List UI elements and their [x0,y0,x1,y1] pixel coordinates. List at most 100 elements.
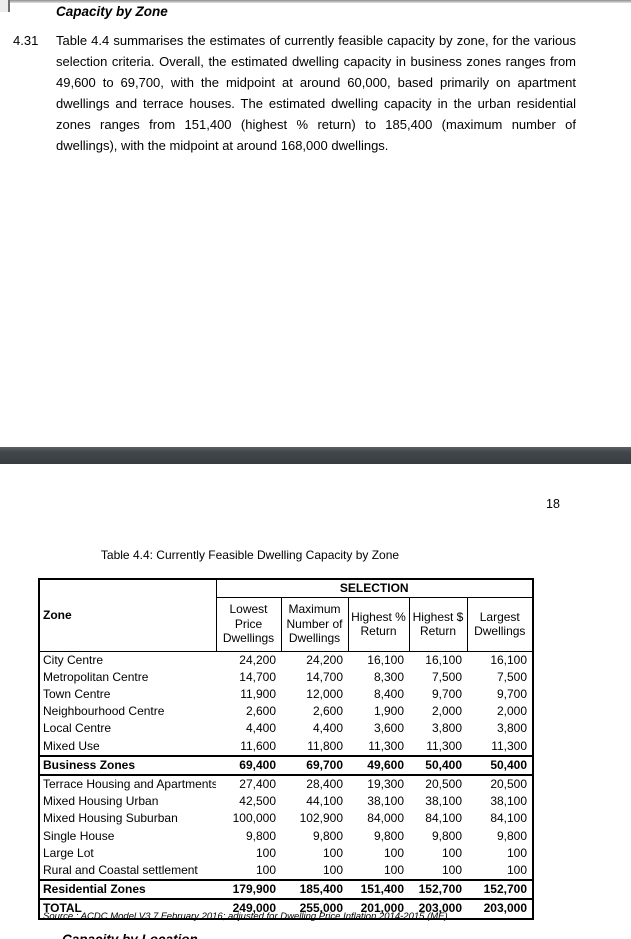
value-cell: 100 [322,845,343,860]
value-cell: 16,100 [367,652,404,667]
value-cell: 100 [255,862,276,877]
value-cell: 4,400 [245,721,276,736]
table-row: TOTAL 249,000 255,000 201,000 203,000 20… [39,898,534,919]
zone-cell: Residential Zones [39,879,216,900]
value-cell: 69,400 [216,754,281,775]
value-cell: 100 [441,845,462,860]
value-cell: 42,500 [239,794,276,809]
table-row: Large Lot 100 100 100 100 100 [39,845,533,862]
column-header-lowest-price: Lowest Price Dwellings [215,596,282,652]
value-cell: 3,800 [431,721,462,736]
value-cell: 9,800 [312,828,343,843]
table-row: Terrace Housing and Apartments 27,400 28… [39,773,534,794]
table-header: Zone SELECTION Lowest Price Dwellings Ma… [38,578,534,652]
zone-cell: Mixed Housing Urban [43,794,159,809]
value-cell: 19,300 [348,773,409,794]
zone-cell: TOTAL [39,898,216,919]
capacity-table: Zone SELECTION Lowest Price Dwellings Ma… [38,578,535,920]
value-cell: 84,100 [425,811,462,826]
value-cell: 203,000 [467,898,534,919]
table-row: Local Centre 4,400 4,400 3,600 3,800 3,8… [39,720,533,737]
section-heading: Capacity by Zone [56,4,168,19]
value-cell: 27,400 [216,773,281,794]
zone-cell: Terrace Housing and Apartments [39,773,216,794]
value-cell: 7,500 [431,669,462,684]
table-row: Neighbourhood Centre 2,600 2,600 1,900 2… [39,703,533,720]
value-cell: 49,600 [348,754,409,775]
value-cell: 69,700 [281,754,348,775]
value-cell: 9,800 [496,828,528,843]
table-row: Metropolitan Centre 14,700 14,700 8,300 … [39,669,533,686]
value-cell: 8,300 [373,669,404,684]
zone-cell: Large Lot [43,845,94,860]
value-cell: 84,100 [490,811,528,826]
value-cell: 100 [506,845,528,860]
selection-header: SELECTION [215,578,534,598]
value-cell: 1,900 [373,704,404,719]
value-cell: 100 [441,862,462,877]
value-cell: 100 [506,862,528,877]
table-title: Table 4.4: Currently Feasible Dwelling C… [100,548,400,562]
table-body: City Centre 24,200 24,200 16,100 16,100 … [39,651,534,919]
value-cell: 16,100 [490,652,528,667]
table-row: Residential Zones 179,900 185,400 151,40… [39,879,534,900]
value-cell: 100 [383,845,404,860]
value-cell: 38,100 [425,794,462,809]
value-cell: 24,200 [306,652,343,667]
value-cell: 24,200 [239,652,276,667]
value-cell: 14,700 [306,669,343,684]
value-cell: 11,900 [240,686,276,701]
zone-cell: Town Centre [43,686,111,701]
table-row: Mixed Housing Suburban 100,000 102,900 8… [39,810,533,827]
table-row: Business Zones 69,400 69,700 49,600 50,4… [39,754,534,775]
zone-cell: City Centre [43,652,104,667]
value-cell: 100 [322,862,343,877]
value-cell: 203,000 [409,898,467,919]
value-cell: 100 [383,862,404,877]
zone-cell: Metropolitan Centre [43,669,149,684]
value-cell: 38,100 [490,794,528,809]
value-cell: 11,800 [307,738,343,753]
value-cell: 11,300 [368,738,404,753]
page-number: 18 [546,497,560,511]
value-cell: 14,700 [239,669,276,684]
value-cell: 2,600 [312,704,343,719]
value-cell: 38,100 [367,794,404,809]
value-cell: 9,700 [496,686,528,701]
value-cell: 9,800 [431,828,462,843]
zone-cell: Neighbourhood Centre [43,704,165,719]
value-cell: 151,400 [348,879,409,900]
value-cell: 11,300 [426,738,462,753]
value-cell: 84,000 [367,811,404,826]
value-cell: 20,500 [409,773,467,794]
table-row: Rural and Coastal settlement 100 100 100… [39,862,533,880]
value-cell: 100 [255,845,276,860]
value-cell: 185,400 [281,879,348,900]
value-cell: 7,500 [496,669,528,684]
value-cell: 2,600 [245,704,276,719]
zone-cell: Business Zones [39,754,216,775]
value-cell: 102,900 [299,811,343,826]
paragraph-text: Table 4.4 summarises the estimates of cu… [56,33,576,153]
table-row: City Centre 24,200 24,200 16,100 16,100 … [39,651,533,669]
value-cell: 12,000 [306,686,343,701]
table-row: Mixed Housing Urban 42,500 44,100 38,100… [39,793,533,810]
value-cell: 9,800 [373,828,404,843]
value-cell: 152,700 [409,879,467,900]
zone-cell: Local Centre [43,721,112,736]
value-cell: 28,400 [281,773,348,794]
value-cell: 179,900 [216,879,281,900]
value-cell: 11,600 [240,738,276,753]
value-cell: 2,000 [496,704,528,719]
zone-cell: Rural and Coastal settlement [43,862,198,877]
value-cell: 100,000 [232,811,276,826]
column-header-highest-pct-return: Highest % Return [347,596,410,652]
zone-cell: Single House [43,828,115,843]
value-cell: 16,100 [425,652,462,667]
table-row: Mixed Use 11,600 11,800 11,300 11,300 11… [39,738,533,756]
value-cell: 8,400 [373,686,404,701]
zone-cell: Mixed Use [43,738,100,753]
zone-column-header: Zone [38,578,217,652]
value-cell: 44,100 [306,794,343,809]
